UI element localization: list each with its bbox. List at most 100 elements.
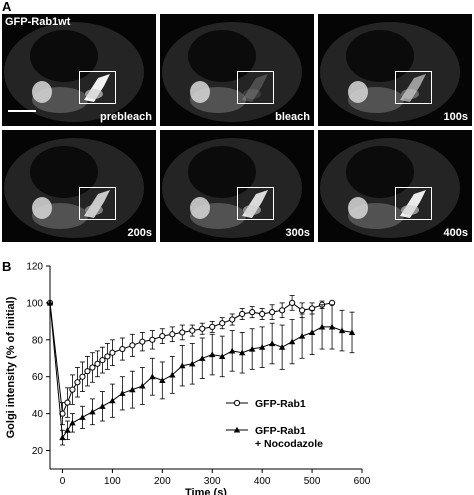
cell-image (320, 138, 460, 238)
x-axis-label: Time (s) (185, 487, 227, 495)
data-point (64, 399, 71, 406)
bleach-roi-box (237, 187, 274, 220)
recovery-chart: 0 100 200 300 400 500 600 20 40 60 80 100 120 Time (s… (5, 262, 371, 495)
data-point (259, 310, 266, 318)
data-point (139, 338, 146, 345)
panel-a-letter: A (2, 0, 12, 14)
data-point (159, 333, 166, 340)
cell-image (162, 22, 302, 122)
data-point (159, 377, 166, 383)
data-point (338, 327, 346, 334)
legend-label: + Nocodazole (255, 438, 323, 450)
frame-label: 200s (127, 227, 152, 239)
data-point (239, 310, 246, 318)
y-tick-label: 100 (26, 298, 43, 309)
data-point (298, 307, 306, 314)
data-point (69, 386, 76, 393)
golgi-bleached-region (242, 74, 268, 102)
data-point (189, 327, 196, 334)
data-point (229, 316, 236, 323)
data-point (179, 362, 186, 369)
data-point (219, 320, 226, 327)
golgi-bleached-region (400, 74, 426, 102)
data-point (89, 364, 96, 371)
data-point (109, 349, 116, 356)
data-point (348, 329, 356, 335)
bleach-roi-box (237, 71, 274, 104)
nucleus (30, 30, 98, 82)
data-point (298, 332, 306, 339)
data-point (79, 414, 86, 420)
series-line (49, 302, 333, 416)
data-point (209, 351, 216, 358)
golgi-left (32, 81, 52, 103)
data-point (139, 382, 146, 389)
series-1 (46, 295, 336, 426)
golgi-bleached-region (243, 205, 261, 215)
golgi-left (32, 197, 52, 219)
data-point (308, 329, 316, 335)
nucleus (346, 30, 414, 82)
series-2 (46, 299, 356, 446)
data-point (149, 336, 156, 343)
y-tick-label: 80 (32, 335, 44, 346)
legend-label: GFP-Rab1 (255, 425, 306, 437)
micrograph-frame: 300s (160, 130, 314, 242)
golgi-bleached-region (401, 205, 419, 215)
data-point (129, 386, 136, 393)
bleach-roi-box (395, 71, 432, 104)
nucleus (188, 146, 256, 198)
golgi-left (190, 81, 210, 103)
bleach-roi-box (395, 187, 432, 220)
bleach-roi-box (79, 187, 116, 220)
data-point (84, 368, 91, 375)
golgi-left (348, 197, 368, 219)
data-point (288, 338, 296, 345)
micrograph-frame: 400s (318, 130, 472, 242)
data-point (209, 323, 216, 331)
data-point (179, 329, 186, 336)
bleach-roi-box (79, 71, 116, 104)
data-point (169, 371, 176, 378)
data-point (199, 355, 206, 361)
data-point (278, 344, 286, 350)
data-point (268, 340, 276, 347)
data-point (279, 307, 286, 314)
data-point (289, 299, 296, 307)
y-tick-label: 60 (32, 372, 44, 383)
golgi-left (190, 197, 210, 219)
data-point (69, 419, 76, 426)
golgi-bleached-region (85, 89, 103, 99)
data-point (149, 373, 156, 380)
golgi-left (348, 81, 368, 103)
data-point (99, 403, 106, 409)
nucleus (188, 30, 256, 82)
panel-b-letter: B (2, 259, 12, 274)
data-point (74, 379, 81, 386)
micrograph-frame: 200s (2, 130, 156, 242)
legend-marker (233, 426, 241, 433)
data-point (119, 345, 126, 353)
data-point (199, 325, 206, 332)
y-tick-label: 40 (32, 409, 44, 420)
frame-label: bleach (275, 111, 310, 123)
micrograph-frame: bleach (160, 14, 314, 126)
nucleus (30, 146, 98, 198)
cell-image (320, 22, 460, 122)
data-point (64, 427, 71, 433)
data-point (248, 345, 256, 352)
data-point (219, 353, 226, 359)
frame-label: 100s (443, 111, 468, 123)
data-point (238, 349, 246, 356)
data-point (169, 331, 176, 338)
golgi-bleached-region (401, 89, 419, 99)
x-tick-label: 0 (60, 476, 66, 487)
data-point (269, 309, 276, 316)
data-point (129, 342, 136, 349)
data-point (328, 323, 336, 330)
x-tick-label: 400 (254, 476, 271, 487)
y-tick-label: 20 (32, 446, 44, 457)
x-tick-label: 100 (104, 476, 121, 487)
data-point (318, 323, 326, 330)
